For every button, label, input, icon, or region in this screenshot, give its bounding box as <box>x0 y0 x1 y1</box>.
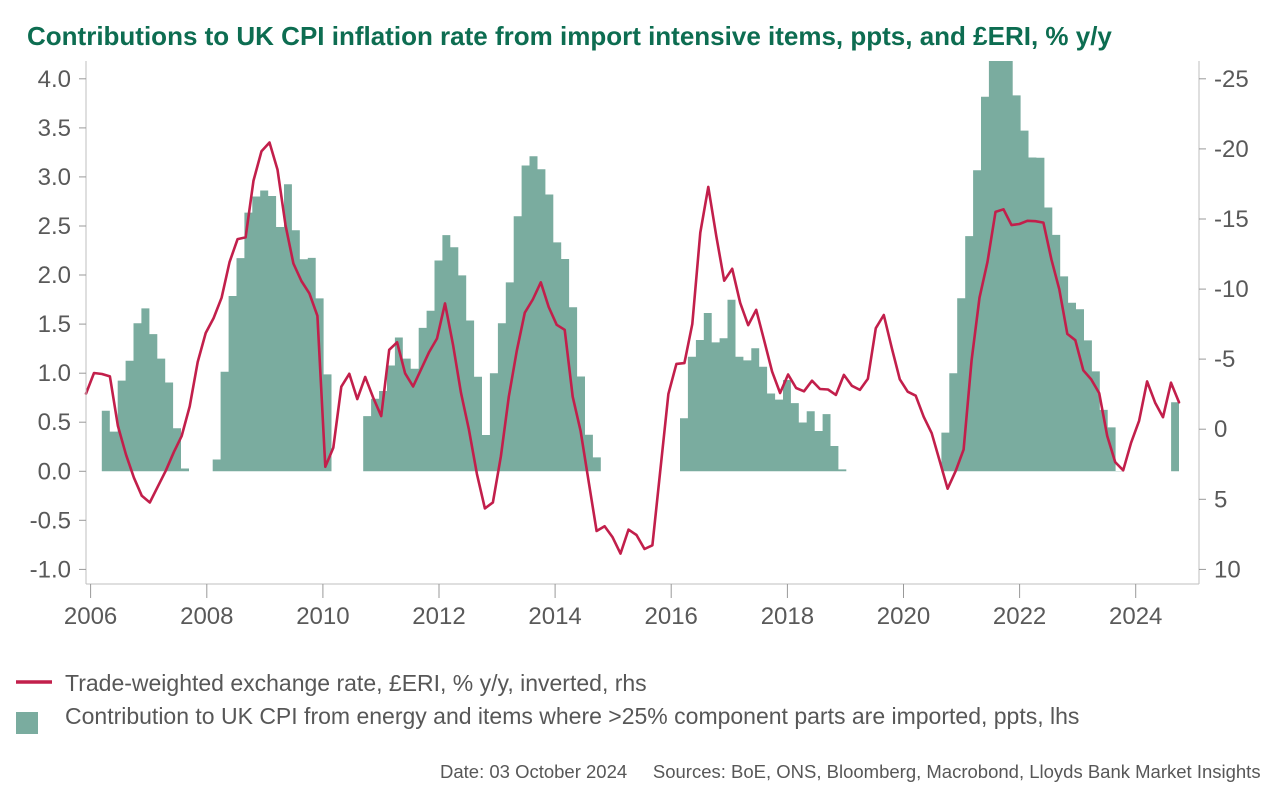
svg-text:3.0: 3.0 <box>38 164 71 191</box>
svg-text:2018: 2018 <box>761 603 814 630</box>
svg-text:10: 10 <box>1214 556 1241 583</box>
svg-text:-5: -5 <box>1214 346 1235 373</box>
svg-text:2006: 2006 <box>64 603 117 630</box>
svg-text:-10: -10 <box>1214 276 1249 303</box>
svg-text:-1.0: -1.0 <box>30 556 71 583</box>
svg-text:2020: 2020 <box>877 603 930 630</box>
svg-text:2012: 2012 <box>412 603 465 630</box>
svg-text:2008: 2008 <box>180 603 233 630</box>
svg-text:0.0: 0.0 <box>38 458 71 485</box>
svg-text:-25: -25 <box>1214 66 1249 93</box>
svg-text:5: 5 <box>1214 486 1227 513</box>
svg-text:0.5: 0.5 <box>38 409 71 436</box>
svg-text:-0.5: -0.5 <box>30 507 71 534</box>
svg-text:2.5: 2.5 <box>38 213 71 240</box>
svg-text:2.0: 2.0 <box>38 262 71 289</box>
svg-text:1.0: 1.0 <box>38 360 71 387</box>
svg-text:2024: 2024 <box>1109 603 1162 630</box>
svg-text:0: 0 <box>1214 416 1227 443</box>
svg-text:-15: -15 <box>1214 206 1249 233</box>
svg-text:4.0: 4.0 <box>38 66 71 93</box>
svg-text:1.5: 1.5 <box>38 311 71 338</box>
svg-text:2016: 2016 <box>645 603 698 630</box>
svg-text:3.5: 3.5 <box>38 115 71 142</box>
svg-text:-20: -20 <box>1214 136 1249 163</box>
svg-text:2014: 2014 <box>528 603 581 630</box>
svg-text:2022: 2022 <box>993 603 1046 630</box>
svg-text:2010: 2010 <box>296 603 349 630</box>
